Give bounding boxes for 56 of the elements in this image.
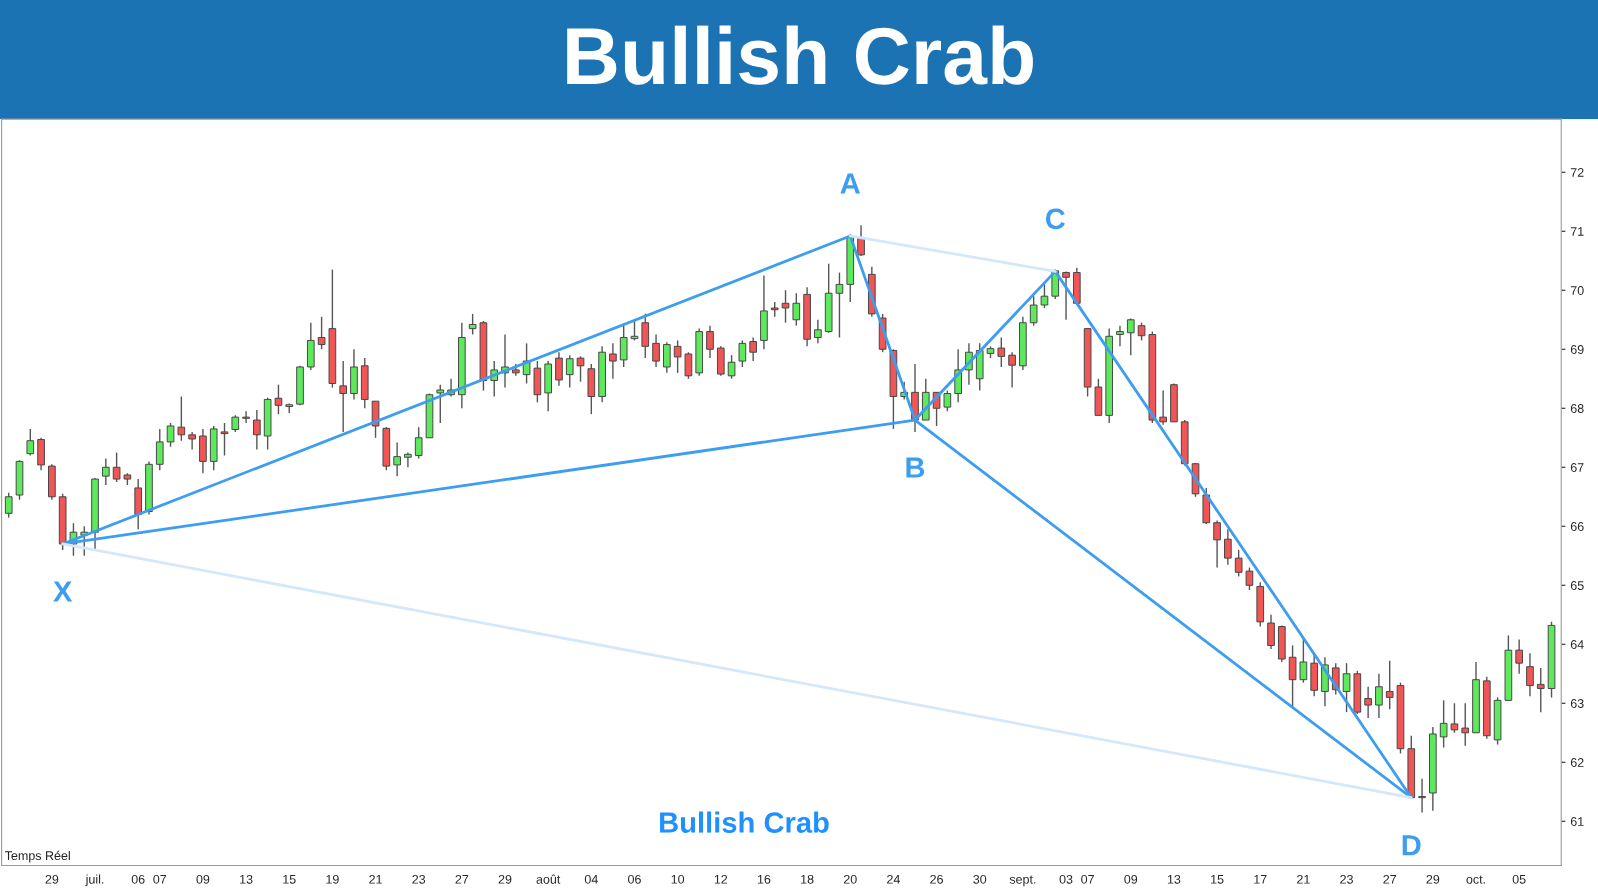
x-tick-label: 30: [973, 874, 987, 884]
x-tick-label: 19: [326, 874, 339, 884]
x-tick-label: 06: [628, 874, 641, 884]
x-tick-label: 21: [1297, 874, 1310, 884]
y-tick-label: 63: [1570, 699, 1584, 708]
x-tick-label: 12: [714, 874, 728, 884]
x-tick-label: 13: [1167, 874, 1181, 884]
x-tick-label: 17: [1254, 875, 1267, 884]
x-tick-label: 29: [1426, 874, 1440, 884]
y-tick-label: 68: [1570, 404, 1584, 413]
data-label: D: [1402, 835, 1421, 856]
y-tick-label: 65: [1570, 581, 1584, 590]
data-label: X: [53, 581, 73, 602]
x-tick-label: 21: [369, 874, 382, 884]
x-tick-label: 29: [45, 874, 59, 884]
x-tick-label: 18: [801, 874, 814, 884]
x-tick-label: 20: [843, 874, 857, 884]
annotation: Bullish Crab: [660, 811, 829, 833]
chart-title: Bullish Crab: [567, 25, 1033, 85]
x-tick-label: 24: [887, 874, 900, 884]
x-tick-label: oct.: [1466, 875, 1485, 884]
x-tick-label: 27: [455, 874, 469, 884]
x-tick-label: 06: [131, 874, 145, 884]
x-tick-label: 09: [1124, 874, 1138, 884]
x-tick-label: 15: [283, 875, 296, 884]
data-label: A: [840, 173, 861, 194]
data-label: C: [1045, 208, 1065, 230]
y-tick-label: 61: [1570, 817, 1584, 826]
x-tick-label: août: [536, 874, 561, 884]
annotation: Temps Réel: [5, 850, 70, 863]
x-tick-label: 27: [1383, 874, 1397, 884]
y-tick-label: 70: [1570, 286, 1584, 295]
x-tick-label: 23: [1340, 874, 1353, 884]
x-tick-label: sept.: [1009, 875, 1036, 887]
x-tick-label: juil.: [85, 874, 104, 887]
x-tick-label: 07: [153, 874, 167, 884]
x-tick-label: 03: [1059, 874, 1073, 884]
data-label: B: [906, 457, 925, 478]
y-tick-label: 69: [1570, 345, 1584, 354]
x-tick-label: 10: [671, 874, 685, 884]
y-tick-label: 71: [1570, 227, 1584, 236]
x-tick-label: 13: [240, 874, 253, 884]
x-tick-label: 07: [1081, 874, 1094, 884]
x-tick-label: 09: [196, 874, 210, 884]
y-tick-label: 64: [1570, 640, 1584, 649]
x-tick-label: 05: [1512, 874, 1526, 884]
y-tick-label: 72: [1570, 168, 1584, 177]
y-tick-label: 66: [1570, 522, 1584, 531]
x-tick-label: 29: [498, 874, 512, 884]
x-tick-label: 16: [757, 874, 771, 884]
x-tick-label: 23: [412, 874, 426, 884]
y-tick-label: 67: [1570, 463, 1584, 472]
x-tick-label: 04: [584, 874, 598, 884]
x-tick-label: 15: [1211, 875, 1224, 884]
x-tick-label: 26: [930, 874, 943, 884]
y-tick-label: 62: [1570, 758, 1584, 767]
